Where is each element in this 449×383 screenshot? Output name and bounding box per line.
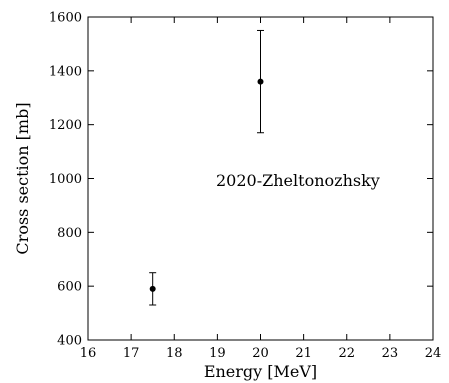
- y-tick-label: 1000: [49, 172, 82, 187]
- data-point-marker: [149, 285, 156, 292]
- axis-ticks: [87, 16, 434, 341]
- data-point-group: [257, 29, 264, 134]
- x-tick-label: 22: [338, 346, 355, 361]
- x-tick-label: 20: [252, 346, 269, 361]
- y-axis-title: Cross section [mb]: [13, 102, 32, 254]
- data-points: [149, 29, 264, 306]
- y-tick-label: 600: [57, 280, 82, 295]
- data-point-marker: [257, 78, 264, 85]
- x-tick-labels: 16 17 18 19 20 21 22 23 24: [80, 346, 442, 361]
- y-tick-label: 1600: [49, 11, 82, 26]
- x-tick-label: 23: [382, 346, 399, 361]
- dataset-annotation: 2020-Zheltonozhsky: [216, 171, 380, 190]
- y-tick-label: 1400: [49, 64, 82, 79]
- x-tick-label: 21: [295, 346, 312, 361]
- x-tick-label: 18: [166, 346, 183, 361]
- x-tick-label: 19: [209, 346, 226, 361]
- x-tick-label: 24: [425, 346, 442, 361]
- y-tick-label: 800: [57, 226, 82, 241]
- data-point-group: [149, 272, 157, 306]
- x-tick-label: 16: [80, 346, 97, 361]
- y-tick-label: 1200: [49, 118, 82, 133]
- x-axis-title: Energy [MeV]: [204, 362, 317, 381]
- y-tick-label: 400: [57, 334, 82, 349]
- x-tick-label: 17: [123, 346, 140, 361]
- y-tick-labels: 400 600 800 1000 1200 1400 1600: [49, 11, 82, 349]
